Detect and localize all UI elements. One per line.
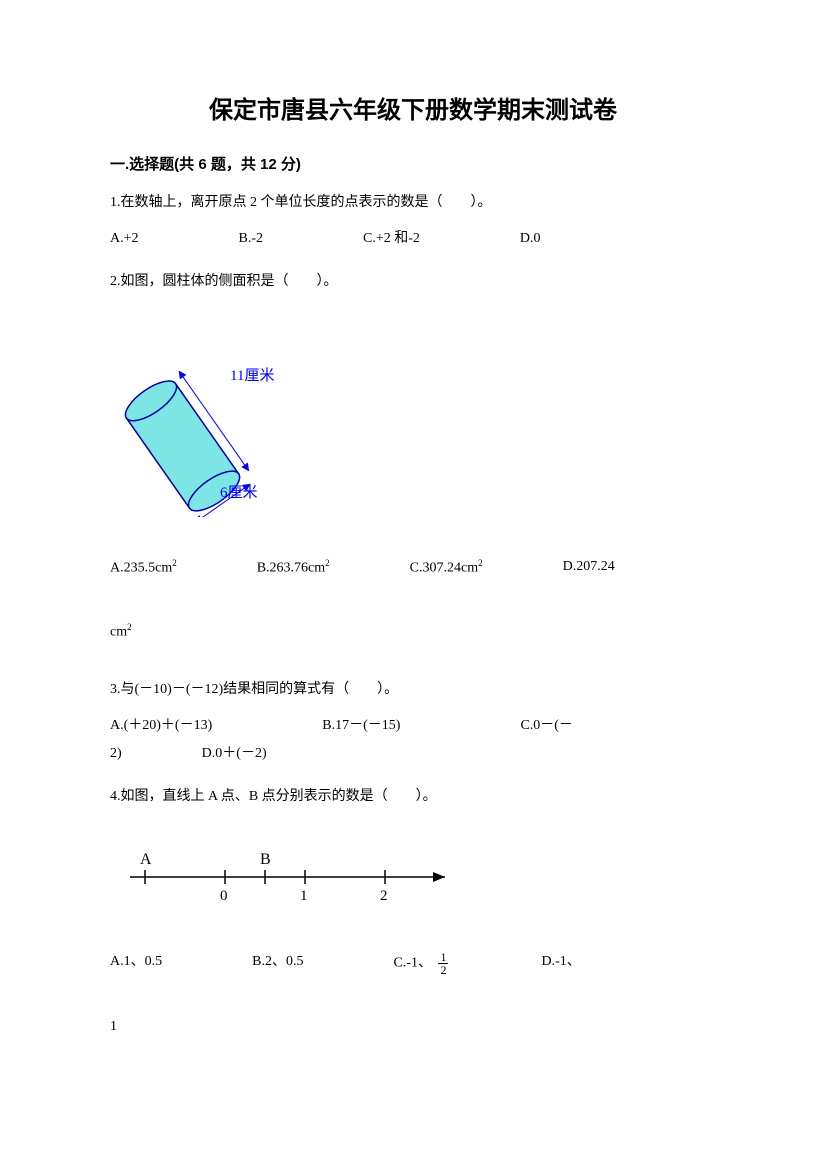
q2-text: 2.如图，圆柱体的侧面积是（ ）。 [110,271,716,293]
cylinder-label-11: 11厘米 [230,367,274,384]
question-3: 3.与(－10)－(－12)结果相同的算式有（ ）。 A.(＋20)＋(－13)… [110,679,716,766]
q2-option-b: B.263.76cm2 [257,556,330,580]
q4-option-b: B.2、0.5 [252,951,303,976]
q2-unit-continuation: cm2 [110,620,716,644]
numline-tick-1: 1 [300,888,308,904]
page-title: 保定市唐县六年级下册数学期末测试卷 [110,90,716,125]
q3-option-a: A.(＋20)＋(－13) [110,715,212,737]
fraction-half: 1 2 [438,951,448,976]
q1-option-b: B.-2 [239,228,264,250]
q3-option-c-cont: 2) [110,743,122,765]
q4-text: 4.如图，直线上 A 点、B 点分别表示的数是（ ）。 [110,786,716,808]
q2-option-a: A.235.5cm2 [110,556,177,580]
q2-option-d: D.207.24 [563,556,615,580]
q4-option-a: A.1、0.5 [110,951,162,976]
q1-option-d: D.0 [520,228,541,250]
numline-label-b: B [260,851,271,868]
q2-option-c: C.307.24cm2 [410,556,483,580]
section-header: 一.选择题(共 6 题，共 12 分) [110,153,716,174]
number-line-diagram: A B 0 1 2 [115,842,465,912]
q2-options: A.235.5cm2 B.263.76cm2 C.307.24cm2 D.207… [110,556,716,580]
q1-option-c: C.+2 和-2 [363,228,420,250]
question-2: 2.如图，圆柱体的侧面积是（ ）。 11厘米 6厘米 A.235.5cm2 B.… [110,271,716,644]
q4-option-c: C.-1、 1 2 [393,951,451,976]
question-1: 1.在数轴上，离开原点 2 个单位长度的点表示的数是（ ）。 A.+2 B.-2… [110,192,716,251]
cylinder-diagram: 11厘米 6厘米 [110,332,310,517]
q1-options: A.+2 B.-2 C.+2 和-2 D.0 [110,228,716,250]
q3-option-d: D.0＋(－2) [202,743,267,765]
q3-options-row2: 2) D.0＋(－2) [110,743,716,765]
numline-tick-2: 2 [380,888,388,904]
q1-option-a: A.+2 [110,228,139,250]
q3-text: 3.与(－10)－(－12)结果相同的算式有（ ）。 [110,679,716,701]
q4-option-d: D.-1、 [541,951,580,976]
numline-label-a: A [140,851,152,868]
numline-tick-0: 0 [220,888,228,904]
q1-text: 1.在数轴上，离开原点 2 个单位长度的点表示的数是（ ）。 [110,192,716,214]
q3-option-c: C.0－(－ [520,715,573,737]
question-4: 4.如图，直线上 A 点、B 点分别表示的数是（ ）。 A B 0 1 2 A.… [110,786,716,1038]
q3-options-row1: A.(＋20)＋(－13) B.17－(－15) C.0－(－ [110,715,716,737]
q4-continuation: 1 [110,1016,716,1038]
q3-option-b: B.17－(－15) [322,715,400,737]
cylinder-label-6: 6厘米 [220,484,258,501]
q4-options: A.1、0.5 B.2、0.5 C.-1、 1 2 D.-1、 [110,951,716,976]
